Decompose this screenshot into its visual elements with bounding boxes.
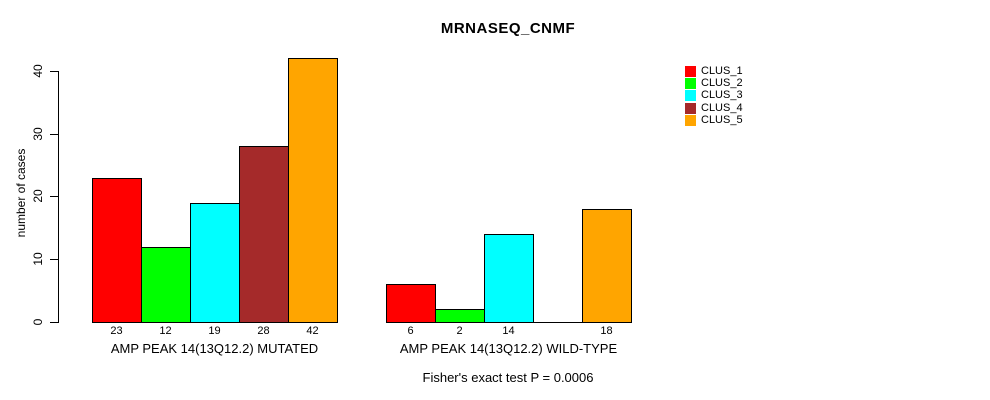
legend-swatch-icon xyxy=(685,102,696,114)
y-tick-label: 40 xyxy=(31,64,45,78)
bar xyxy=(435,309,485,323)
legend-swatch-icon xyxy=(685,114,696,126)
bar xyxy=(484,234,534,323)
bar xyxy=(141,247,191,323)
y-tick xyxy=(50,71,58,72)
legend-label: CLUS_2 xyxy=(701,76,743,89)
bar xyxy=(190,203,240,323)
bar-value-label: 28 xyxy=(257,325,270,337)
y-tick-label: 30 xyxy=(31,127,45,141)
bar-value-label: 12 xyxy=(159,325,172,337)
group-label: AMP PEAK 14(13Q12.2) MUTATED xyxy=(110,341,319,356)
bar-value-label: 42 xyxy=(306,325,319,337)
y-axis-label: number of cases xyxy=(14,148,28,238)
group-label: AMP PEAK 14(13Q12.2) WILD-TYPE xyxy=(399,341,618,356)
legend-swatch-icon xyxy=(685,65,696,77)
legend-label: CLUS_5 xyxy=(701,113,743,126)
chart-title: MRNASEQ_CNMF xyxy=(440,20,576,37)
bar-value-label: 23 xyxy=(110,325,123,337)
bar xyxy=(288,58,338,323)
legend-item: CLUS_3 xyxy=(685,89,743,101)
legend-label: CLUS_4 xyxy=(701,101,743,114)
legend-swatch-icon xyxy=(685,77,696,89)
bar-value-label: 2 xyxy=(456,325,463,337)
bar-value-label: 18 xyxy=(600,325,613,337)
bar xyxy=(386,284,436,323)
y-tick-label: 0 xyxy=(31,318,45,326)
bar-value-label: 14 xyxy=(502,325,515,337)
y-tick xyxy=(50,196,58,197)
annotation-text: Fisher's exact test P = 0.0006 xyxy=(422,370,594,385)
y-axis-line xyxy=(58,71,59,323)
bar xyxy=(239,146,289,323)
y-tick xyxy=(50,322,58,323)
bar xyxy=(582,209,632,323)
bar-value-label: 19 xyxy=(208,325,221,337)
bar-value-label: 6 xyxy=(407,325,414,337)
legend-item: CLUS_5 xyxy=(685,114,743,126)
legend-label: CLUS_3 xyxy=(701,88,743,101)
bar xyxy=(92,178,142,323)
legend-item: CLUS_4 xyxy=(685,102,743,114)
legend-label: CLUS_1 xyxy=(701,64,743,77)
legend-swatch-icon xyxy=(685,89,696,101)
y-tick-label: 10 xyxy=(31,252,45,266)
y-tick xyxy=(50,134,58,135)
y-tick xyxy=(50,259,58,260)
legend-item: CLUS_2 xyxy=(685,77,743,89)
legend-item: CLUS_1 xyxy=(685,65,743,77)
y-tick-label: 20 xyxy=(31,189,45,203)
